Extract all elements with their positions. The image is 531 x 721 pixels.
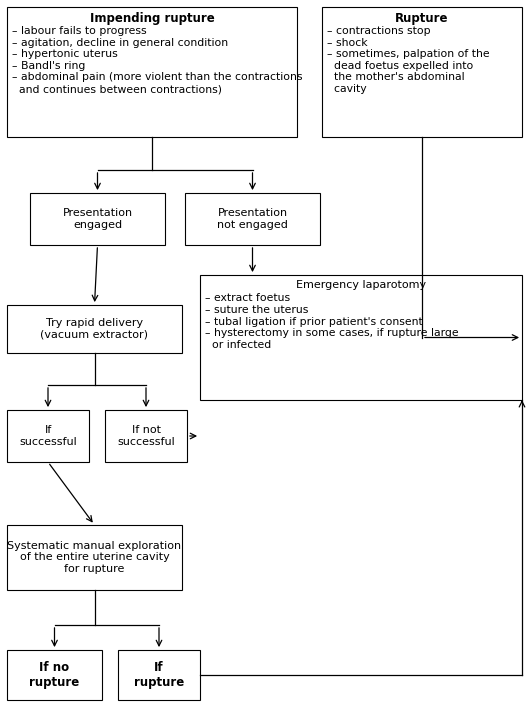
- Bar: [7, 525, 182, 590]
- Bar: [7, 410, 89, 462]
- Text: Presentation
engaged: Presentation engaged: [63, 208, 133, 230]
- Bar: [7, 7, 297, 137]
- Text: Impending rupture: Impending rupture: [90, 12, 215, 25]
- Text: Try rapid delivery
(vacuum extractor): Try rapid delivery (vacuum extractor): [40, 318, 149, 340]
- Text: – extract foetus
– suture the uterus
– tubal ligation if prior patient's consent: – extract foetus – suture the uterus – t…: [205, 293, 459, 350]
- Bar: [322, 7, 522, 137]
- Text: – contractions stop
– shock
– sometimes, palpation of the
  dead foetus expelled: – contractions stop – shock – sometimes,…: [327, 26, 490, 94]
- Bar: [185, 193, 320, 245]
- Bar: [7, 650, 102, 700]
- Text: Presentation
not engaged: Presentation not engaged: [217, 208, 288, 230]
- Bar: [200, 275, 522, 400]
- Text: If
rupture: If rupture: [134, 661, 184, 689]
- Bar: [105, 410, 187, 462]
- Text: If
successful: If successful: [19, 425, 77, 447]
- Text: Emergency laparotomy: Emergency laparotomy: [296, 280, 426, 290]
- Text: If not
successful: If not successful: [117, 425, 175, 447]
- Bar: [30, 193, 165, 245]
- Text: If no
rupture: If no rupture: [29, 661, 80, 689]
- Text: Rupture: Rupture: [395, 12, 449, 25]
- Bar: [7, 305, 182, 353]
- Bar: [118, 650, 200, 700]
- Text: – labour fails to progress
– agitation, decline in general condition
– hypertoni: – labour fails to progress – agitation, …: [12, 26, 303, 94]
- Text: Systematic manual exploration
of the entire uterine cavity
for rupture: Systematic manual exploration of the ent…: [7, 541, 182, 574]
